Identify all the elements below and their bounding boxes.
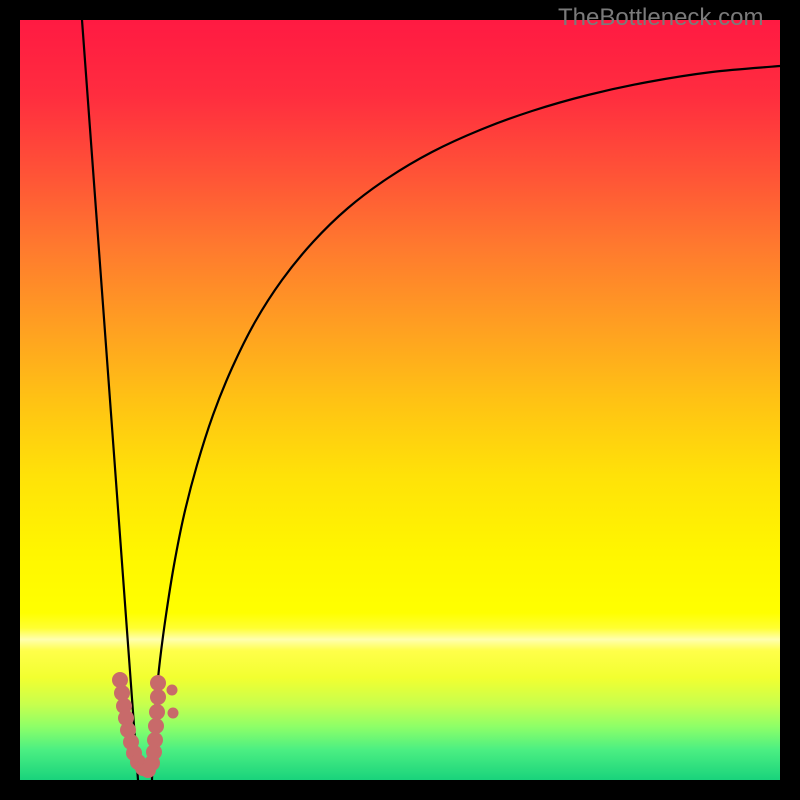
chart-stage: TheBottleneck.com (0, 0, 800, 800)
data-point (148, 718, 164, 734)
data-point (150, 689, 166, 705)
watermark-text: TheBottleneck.com (558, 4, 763, 32)
right-rising-curve (152, 66, 780, 780)
data-point (167, 685, 178, 696)
left-falling-line (82, 20, 138, 780)
curve-overlay (0, 0, 800, 800)
data-point (150, 675, 166, 691)
data-point (168, 708, 179, 719)
data-point (149, 704, 165, 720)
data-point-cluster (112, 672, 179, 778)
data-point (147, 732, 163, 748)
